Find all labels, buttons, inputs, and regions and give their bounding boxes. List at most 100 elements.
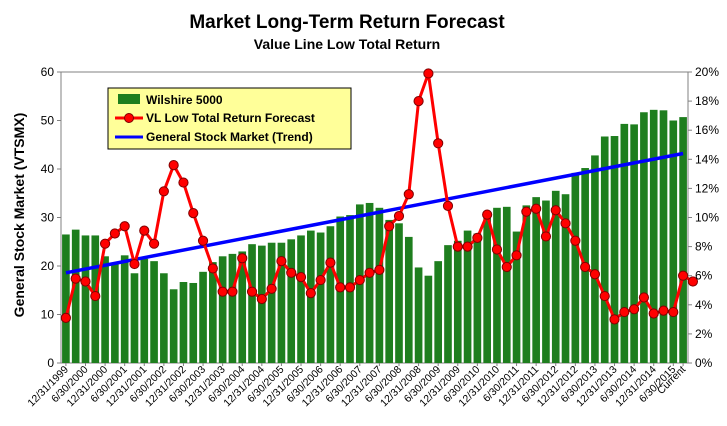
forecast-point (168, 160, 179, 171)
bar-wilshire (111, 262, 119, 363)
forecast-point (609, 314, 620, 325)
bar-wilshire (316, 232, 325, 363)
forecast-point (374, 264, 385, 275)
bar-wilshire (542, 200, 550, 363)
bar-wilshire (81, 235, 90, 363)
forecast-point (207, 263, 218, 274)
y-axis-ticks: 0 10 20 30 40 50 60 (41, 65, 61, 370)
forecast-point (462, 241, 473, 252)
trend-line (65, 151, 684, 275)
y2-tick-label: 18% (695, 94, 719, 108)
forecast-point (580, 261, 591, 273)
legend: Wilshire 5000 VL Low Total Return Foreca… (107, 87, 352, 150)
forecast-point (629, 304, 640, 315)
forecast-point (99, 238, 111, 249)
bar-wilshire (326, 226, 335, 363)
forecast-point (119, 221, 130, 232)
forecast-point (90, 290, 101, 302)
forecast-point (599, 290, 610, 302)
forecast-point (501, 261, 512, 273)
bar-wilshire (679, 117, 687, 363)
y2-tick-label: 2% (695, 327, 713, 341)
forecast-point (403, 189, 414, 200)
forecast-point (188, 208, 199, 219)
trend-layer (65, 151, 684, 275)
bar-wilshire (532, 197, 540, 363)
y-tick-label: 50 (41, 114, 55, 128)
bar-wilshire (150, 261, 158, 363)
bar-wilshire (463, 230, 472, 363)
forecast-point (687, 276, 699, 287)
forecast-point (178, 177, 189, 188)
y-tick-label: 0 (47, 356, 54, 370)
forecast-point (511, 250, 522, 261)
forecast-line-layer (60, 68, 699, 325)
bar-wilshire (248, 244, 256, 363)
bar-wilshire (120, 255, 129, 363)
bar-wilshire (140, 258, 149, 363)
bar-wilshire (179, 282, 188, 363)
forecast-point (589, 269, 601, 280)
forecast-point (148, 238, 160, 249)
forecast-point (256, 293, 267, 305)
bar-wilshire (218, 256, 227, 363)
forecast-point (433, 138, 444, 149)
bar-wilshire (130, 273, 139, 363)
forecast-point (354, 274, 365, 286)
bar-wilshire (483, 216, 491, 363)
chart-title: Market Long-Term Return Forecast (189, 12, 505, 33)
bar-wilshire (169, 289, 178, 363)
forecast-point (638, 292, 650, 303)
bar-wilshire (434, 261, 442, 363)
forecast-point (295, 272, 307, 283)
legend-label-forecast: VL Low Total Return Forecast (146, 111, 315, 125)
bar-wilshire (365, 202, 374, 363)
bar-wilshire (297, 235, 305, 363)
forecast-point (619, 306, 630, 318)
y2-tick-label: 16% (695, 123, 719, 137)
forecast-point (658, 305, 669, 316)
bar-wilshire (287, 239, 296, 363)
bar-wilshire (62, 234, 70, 363)
bar-wilshire (649, 109, 658, 363)
forecast-point (266, 283, 277, 294)
forecast-point (60, 312, 72, 323)
y-axis-label: General Stock Market (VTSMX) (11, 113, 27, 318)
bar-wilshire (512, 231, 521, 363)
y2-axis-ticks: 0% 2% 4% 6% 8% 10% 12% 14% 16% 18% 20% (688, 65, 719, 370)
bar-wilshire (414, 267, 423, 363)
forecast-point (158, 186, 169, 197)
bar-wilshire (453, 240, 462, 363)
bar-wilshire (493, 207, 501, 363)
bar-wilshire (424, 275, 433, 363)
forecast-point (648, 308, 659, 319)
bar-wilshire (199, 271, 207, 363)
forecast-point (423, 68, 434, 79)
legend-swatch-wilshire (118, 94, 140, 104)
forecast-point (452, 241, 463, 252)
y2-tick-label: 4% (695, 298, 713, 312)
x-axis-ticks: 12/31/19996/30/200012/31/20006/30/200112… (25, 363, 688, 409)
bar-wilshire (101, 256, 109, 363)
forecast-point (482, 209, 493, 220)
forecast-point (315, 274, 326, 286)
legend-label-trend: General Stock Market (Trend) (146, 130, 313, 144)
forecast-point (139, 225, 150, 236)
forecast-point (197, 235, 209, 246)
bar-wilshire (630, 124, 638, 363)
forecast-point (540, 231, 552, 242)
bar-wilshire (238, 251, 247, 363)
bar-wilshire (258, 245, 266, 363)
y2-tick-label: 12% (695, 181, 719, 195)
forecast-point (570, 235, 581, 246)
forecast-point (364, 267, 375, 278)
bar-wilshire (444, 245, 452, 363)
forecast-point (668, 306, 679, 318)
forecast-point (491, 244, 503, 255)
bar-wilshire (189, 282, 198, 363)
forecast-point (521, 206, 532, 217)
forecast-point (442, 200, 454, 211)
forecast-point (109, 228, 120, 239)
